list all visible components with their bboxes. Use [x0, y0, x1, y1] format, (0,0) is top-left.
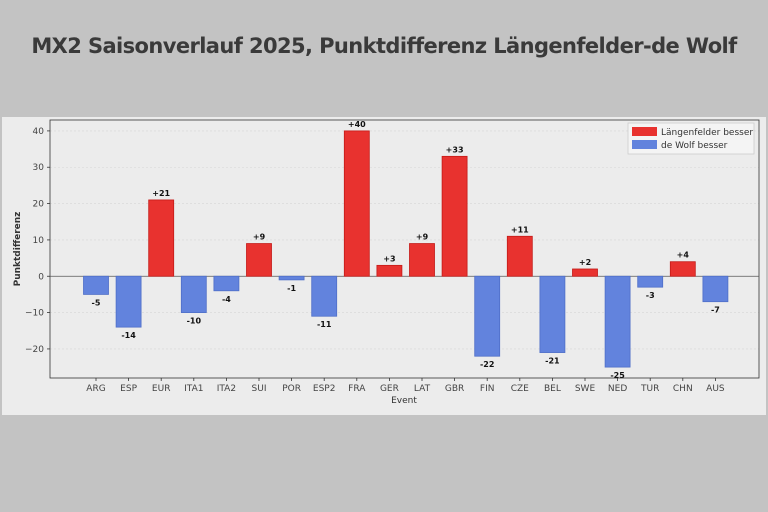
x-tick-label: ESP2: [313, 384, 336, 394]
data-label-ger: +3: [383, 254, 395, 263]
legend-swatch-negative: [632, 140, 657, 149]
legend-label-negative: de Wolf besser: [661, 141, 728, 151]
bar-ger: [376, 264, 403, 277]
x-tick-label: NED: [608, 384, 627, 394]
data-label-cze: +11: [511, 225, 529, 234]
x-tick-label: AUS: [706, 384, 725, 394]
bar-lat: [409, 243, 435, 277]
x-tick-label: ESP: [120, 384, 137, 394]
x-tick-label: EUR: [152, 384, 171, 394]
data-label-gbr: +33: [446, 145, 464, 154]
x-tick-label: ITA2: [217, 384, 236, 394]
x-tick-label: BEL: [544, 384, 561, 394]
legend-swatch-positive: [632, 127, 657, 136]
data-label-ned: -25: [610, 371, 625, 380]
data-label-esp: -14: [121, 331, 136, 340]
x-tick-label: CZE: [511, 384, 529, 394]
bar-gbr: [441, 155, 468, 277]
data-label-lat: +9: [416, 233, 429, 242]
plot-frame: [49, 119, 760, 379]
chart-panel: -5 -14 +21 -10 -4 +9 -1 -11 +40 +3 +9 +33 -22 +11 -21 +…: [2, 117, 766, 415]
x-tick-label: LAT: [414, 384, 431, 394]
data-label-aus: -7: [711, 306, 720, 315]
x-tick-label: ARG: [86, 384, 105, 394]
data-label-chn: +4: [677, 251, 690, 260]
y-ticks: −20 −10 0 10 20 30 40: [25, 127, 50, 355]
legend: Längenfelder besser de Wolf besser: [627, 122, 755, 155]
x-tick-label: ITA1: [184, 384, 203, 394]
x-tick-label: GER: [380, 384, 399, 394]
data-label-bel: -21: [545, 357, 560, 366]
bar-fra: [343, 130, 370, 277]
legend-label-positive: Längenfelder besser: [661, 128, 753, 138]
page-title: MX2 Saisonverlauf 2025, Punktdifferenz L…: [31, 34, 737, 58]
x-axis-title: Event: [391, 396, 417, 406]
bar-eur: [148, 199, 175, 277]
y-tick-label: 10: [33, 236, 45, 246]
bar-aus: [702, 275, 729, 303]
bar-chart: -5-14+21-10-4+9-1-11+40+3+9+33-22+11-21+…: [13, 119, 760, 406]
data-labels: -5 -14 +21 -10 -4 +9 -1 -11 +40 +3 +9 +33 -22 +11 -21 +…: [92, 120, 720, 380]
data-label-fra: +40: [348, 120, 366, 129]
y-tick-label: −10: [25, 309, 44, 319]
x-tick-label: GBR: [445, 384, 464, 394]
data-label-esp2: -11: [317, 320, 332, 329]
x-tick-label: CHN: [673, 384, 693, 394]
x-tick-label: SWE: [575, 384, 596, 394]
bar-ned: [604, 275, 631, 368]
bar-ita2: [213, 275, 240, 292]
bar-arg: [83, 275, 109, 295]
y-tick-label: 0: [38, 272, 44, 282]
bar-chn: [669, 261, 696, 277]
x-tick-label: TUR: [640, 384, 659, 394]
data-label-sui: +9: [253, 233, 266, 242]
data-label-ita1: -10: [187, 317, 202, 326]
data-label-swe: +2: [579, 258, 591, 267]
y-tick-label: 20: [33, 200, 45, 210]
bar-swe: [572, 268, 598, 277]
bar-sui: [246, 243, 272, 277]
bar-ita1: [180, 275, 207, 313]
y-tick-label: 30: [33, 163, 45, 173]
y-axis-title: Punktdifferenz: [13, 212, 23, 287]
data-label-por: -1: [287, 284, 296, 293]
x-tick-label: POR: [282, 384, 301, 394]
bar-esp: [115, 275, 142, 328]
bar-por: [278, 275, 305, 281]
data-label-arg: -5: [92, 298, 101, 307]
bar-cze: [506, 235, 533, 277]
x-tick-label: FIN: [480, 384, 495, 394]
bar-esp2: [311, 275, 338, 317]
y-tick-label: −20: [25, 345, 44, 355]
bar-bel: [539, 275, 566, 353]
x-tick-label: SUI: [252, 384, 267, 394]
bars: [83, 130, 729, 368]
data-label-ita2: -4: [222, 295, 231, 304]
x-ticks: ARG ESP EUR ITA1 ITA2 SUI POR ESP2 FRA GER LAT GBR F…: [86, 378, 725, 394]
bar-fin: [474, 275, 501, 357]
data-label-eur: +21: [152, 189, 170, 198]
bar-tur: [637, 275, 664, 288]
x-tick-label: FRA: [348, 384, 366, 394]
y-tick-label: 40: [33, 127, 45, 137]
data-label-tur: -3: [646, 291, 655, 300]
data-label-fin: -22: [480, 360, 494, 369]
